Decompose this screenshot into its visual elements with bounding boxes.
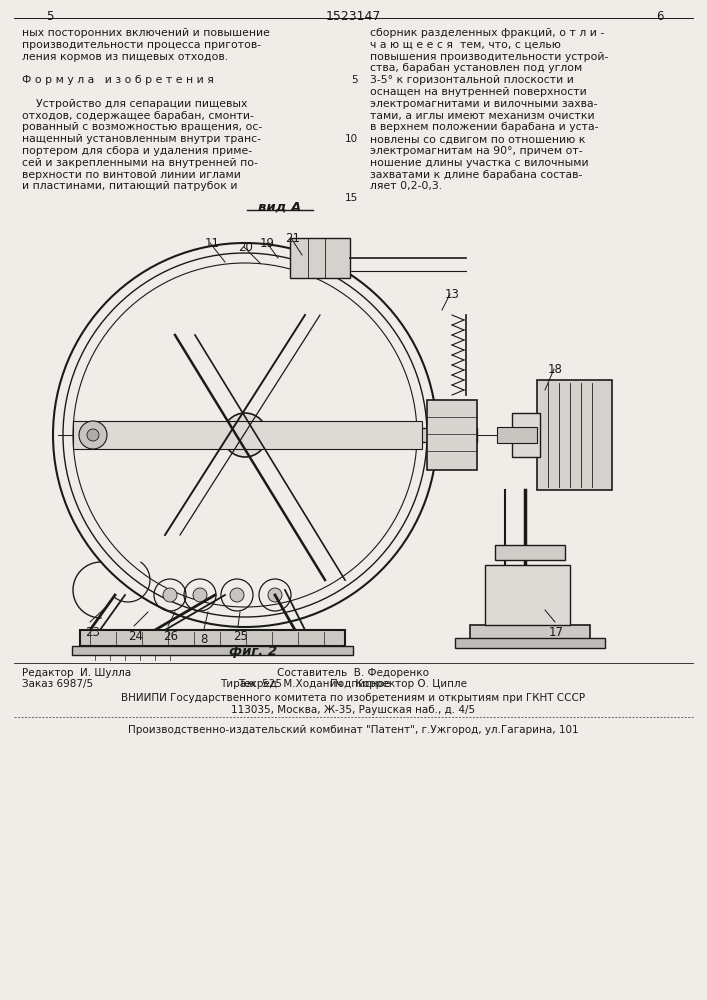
Circle shape bbox=[230, 588, 244, 602]
Text: 19: 19 bbox=[260, 237, 275, 250]
Text: Тираж  525: Тираж 525 bbox=[220, 679, 282, 689]
Text: производительности процесса приготов-: производительности процесса приготов- bbox=[22, 40, 261, 50]
Circle shape bbox=[79, 421, 107, 449]
Text: Устройство для сепарации пищевых: Устройство для сепарации пищевых bbox=[22, 99, 247, 109]
Circle shape bbox=[87, 429, 99, 441]
Bar bbox=[80, 630, 345, 646]
Text: 23: 23 bbox=[85, 626, 100, 639]
Bar bbox=[290, 238, 350, 278]
Text: оснащен на внутренней поверхности: оснащен на внутренней поверхности bbox=[370, 87, 587, 97]
Text: 5: 5 bbox=[351, 75, 358, 85]
Text: 6: 6 bbox=[656, 10, 664, 23]
Text: Ф о р м у л а   и з о б р е т е н и я: Ф о р м у л а и з о б р е т е н и я bbox=[22, 75, 214, 85]
Text: и пластинами, питающий патрубок и: и пластинами, питающий патрубок и bbox=[22, 181, 238, 191]
Text: ВНИИПИ Государственного комитета по изобретениям и открытиям при ГКНТ СССР: ВНИИПИ Государственного комитета по изоб… bbox=[121, 693, 585, 703]
Text: ношение длины участка с вилочными: ношение длины участка с вилочными bbox=[370, 158, 589, 168]
Bar bbox=[427, 400, 477, 470]
Text: 24: 24 bbox=[128, 630, 143, 643]
Text: тами, а иглы имеют механизм очистки: тами, а иглы имеют механизм очистки bbox=[370, 111, 595, 121]
Circle shape bbox=[240, 430, 250, 440]
Text: сей и закрепленными на внутренней по-: сей и закрепленными на внутренней по- bbox=[22, 158, 258, 168]
Text: 21: 21 bbox=[285, 232, 300, 245]
Text: 5: 5 bbox=[47, 10, 54, 23]
Text: захватами к длине барабана состав-: захватами к длине барабана состав- bbox=[370, 170, 583, 180]
Circle shape bbox=[193, 588, 207, 602]
Text: Производственно-издательский комбинат "Патент", г.Ужгород, ул.Гагарина, 101: Производственно-издательский комбинат "П… bbox=[128, 725, 578, 735]
Text: Подписное: Подписное bbox=[330, 679, 390, 689]
Text: 26: 26 bbox=[163, 630, 178, 643]
Text: повышения производительности устрой-: повышения производительности устрой- bbox=[370, 52, 609, 62]
Text: нащенный установленным внутри транс-: нащенный установленным внутри транс- bbox=[22, 134, 261, 144]
Bar bbox=[455, 638, 605, 648]
Text: 17: 17 bbox=[549, 626, 564, 639]
Circle shape bbox=[268, 588, 282, 602]
Text: 10: 10 bbox=[345, 134, 358, 144]
Text: Редактор  И. Шулла: Редактор И. Шулла bbox=[22, 668, 131, 678]
Circle shape bbox=[163, 588, 177, 602]
Bar bbox=[495, 545, 565, 560]
Text: 11: 11 bbox=[205, 237, 220, 250]
Text: ч а ю щ е е с я  тем, что, с целью: ч а ю щ е е с я тем, что, с целью bbox=[370, 40, 561, 50]
Text: ства, барабан установлен под углом: ства, барабан установлен под углом bbox=[370, 63, 583, 73]
Text: вид А: вид А bbox=[258, 201, 302, 214]
Text: портером для сбора и удаления приме-: портером для сбора и удаления приме- bbox=[22, 146, 252, 156]
Text: электромагнитам на 90°, причем от-: электромагнитам на 90°, причем от- bbox=[370, 146, 583, 156]
Text: сборник разделенных фракций, о т л и -: сборник разделенных фракций, о т л и - bbox=[370, 28, 604, 38]
Text: 15: 15 bbox=[345, 193, 358, 203]
Bar bbox=[470, 625, 590, 639]
Text: новлены со сдвигом по отношению к: новлены со сдвигом по отношению к bbox=[370, 134, 585, 144]
Text: Заказ 6987/5: Заказ 6987/5 bbox=[22, 679, 93, 689]
Bar bbox=[73, 421, 422, 449]
Text: фиг. 2: фиг. 2 bbox=[229, 645, 277, 658]
Text: ных посторонних включений и повышение: ных посторонних включений и повышение bbox=[22, 28, 270, 38]
Bar bbox=[537, 380, 612, 490]
Text: Техред  М.Хoданич    Корректор О. Ципле: Техред М.Хoданич Корректор О. Ципле bbox=[238, 679, 467, 689]
Text: Составитель  В. Федоренко: Составитель В. Федоренко bbox=[277, 668, 429, 678]
Text: 3-5° к горизонтальной плоскости и: 3-5° к горизонтальной плоскости и bbox=[370, 75, 574, 85]
Circle shape bbox=[223, 413, 267, 457]
Text: 113035, Москва, Ж-35, Раушская наб., д. 4/5: 113035, Москва, Ж-35, Раушская наб., д. … bbox=[231, 705, 475, 715]
Text: ления кормов из пищевых отходов.: ления кормов из пищевых отходов. bbox=[22, 52, 228, 62]
Circle shape bbox=[233, 423, 257, 447]
Text: отходов, содержащее барабан, смонти-: отходов, содержащее барабан, смонти- bbox=[22, 111, 254, 121]
Text: ляет 0,2-0,3.: ляет 0,2-0,3. bbox=[370, 181, 442, 191]
Text: верхности по винтовой линии иглами: верхности по винтовой линии иглами bbox=[22, 170, 241, 180]
Text: 8: 8 bbox=[200, 633, 207, 646]
Text: электромагнитами и вилочными захва-: электромагнитами и вилочными захва- bbox=[370, 99, 597, 109]
Text: 20: 20 bbox=[238, 241, 253, 254]
Text: 25: 25 bbox=[233, 630, 248, 643]
Bar bbox=[497, 427, 537, 443]
Text: в верхнем положении барабана и уста-: в верхнем положении барабана и уста- bbox=[370, 122, 599, 132]
Text: 18: 18 bbox=[548, 363, 563, 376]
Bar bbox=[72, 646, 353, 655]
Text: 13: 13 bbox=[445, 288, 460, 301]
Text: 1523147: 1523147 bbox=[325, 10, 380, 23]
Bar bbox=[512, 413, 540, 457]
Bar bbox=[267, 428, 477, 442]
Bar bbox=[485, 565, 570, 625]
Text: рованный с возможностью вращения, ос-: рованный с возможностью вращения, ос- bbox=[22, 122, 262, 132]
